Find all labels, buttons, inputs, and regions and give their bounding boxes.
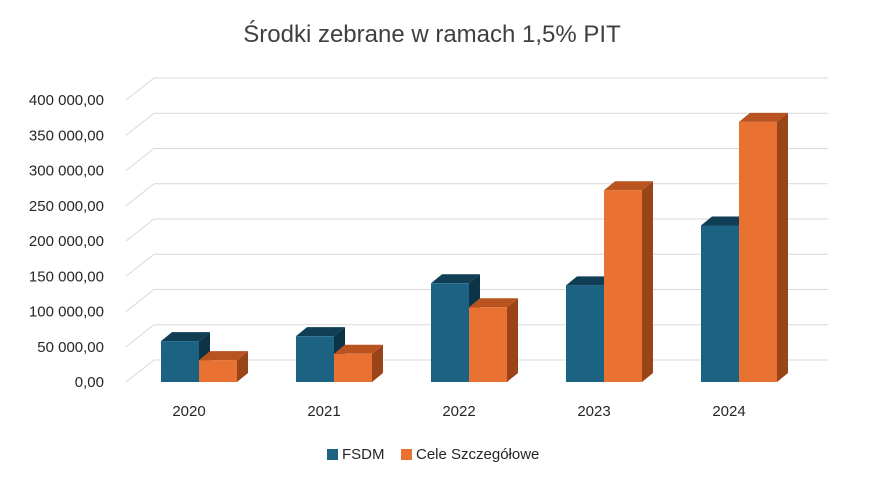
legend-item: FSDM — [327, 446, 385, 463]
bar-front — [469, 307, 507, 382]
bar-front — [199, 360, 237, 382]
gridline — [125, 148, 828, 171]
bar-top — [604, 181, 653, 191]
bar-side — [777, 112, 788, 382]
bar-front — [739, 121, 777, 382]
bar-front — [431, 283, 469, 382]
bar-side — [642, 181, 653, 382]
legend-swatch — [327, 449, 338, 460]
bar-top — [161, 332, 210, 342]
bar-top — [334, 344, 383, 354]
bar-top — [199, 351, 248, 361]
bar-side — [507, 298, 518, 382]
y-tick-label: 0,00 — [75, 374, 104, 391]
bar — [334, 344, 383, 382]
y-tick-label: 300 000,00 — [29, 163, 104, 180]
x-tick-label: 2020 — [172, 403, 205, 420]
legend-swatch — [401, 449, 412, 460]
bar-front — [566, 285, 604, 382]
bar-side — [372, 344, 383, 382]
legend: FSDM Cele Szczegółowe — [327, 446, 539, 463]
legend-item: Cele Szczegółowe — [401, 446, 539, 463]
bar — [469, 298, 518, 382]
gridline — [125, 218, 828, 242]
bars — [161, 112, 788, 382]
bar-top — [739, 112, 788, 122]
bar-top — [701, 216, 750, 226]
y-tick-label: 350 000,00 — [29, 127, 104, 144]
gridline — [125, 112, 828, 136]
legend-label: FSDM — [342, 446, 385, 463]
chart-title: Środki zebrane w ramach 1,5% PIT — [243, 20, 621, 48]
bar-front — [296, 336, 334, 382]
y-tick-label: 150 000,00 — [29, 268, 104, 285]
x-tick-label: 2024 — [712, 403, 745, 420]
gridlines — [125, 77, 828, 383]
y-tick-label: 50 000,00 — [37, 339, 104, 356]
legend-label: Cele Szczegółowe — [416, 446, 539, 463]
bar-top — [296, 327, 345, 337]
x-tick-label: 2022 — [442, 403, 475, 420]
bar-top — [469, 298, 518, 308]
gridline — [125, 253, 828, 277]
bar — [739, 112, 788, 382]
y-axis: 0,00 50 000,00 100 000,00 150 000,00 200 000… — [29, 92, 104, 391]
x-axis: 2020 2021 2022 2023 2024 — [172, 403, 745, 420]
y-tick-label: 100 000,00 — [29, 304, 104, 321]
bar-front — [701, 225, 739, 382]
y-tick-label: 400 000,00 — [29, 92, 104, 109]
bar-side — [237, 351, 248, 382]
bar — [199, 351, 248, 382]
bar-front — [161, 341, 199, 382]
bar-top — [566, 276, 615, 286]
x-tick-label: 2023 — [577, 403, 610, 420]
gridline — [125, 183, 828, 207]
gridline — [125, 77, 828, 101]
bar-front — [604, 190, 642, 382]
x-tick-label: 2021 — [307, 403, 340, 420]
y-tick-label: 250 000,00 — [29, 198, 104, 215]
bar — [604, 181, 653, 382]
bar-front — [334, 353, 372, 382]
bar-top — [431, 274, 480, 284]
y-tick-label: 200 000,00 — [29, 233, 104, 250]
